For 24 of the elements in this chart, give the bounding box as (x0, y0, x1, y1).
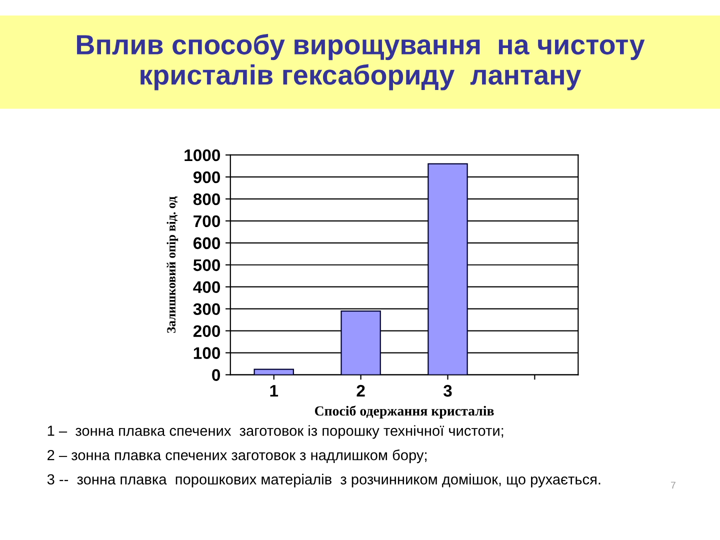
y-tick-label: 600 (193, 237, 220, 250)
y-tick-label: 300 (193, 303, 220, 316)
x-tick-label: 2 (356, 384, 365, 397)
x-axis-title: Спосіб одержання кристалів (314, 406, 494, 418)
bar (428, 163, 468, 375)
text: 2 – зонна плавка спечених заготовок з надлишком бору; (48, 449, 426, 464)
y-tick-label: 0 (212, 369, 220, 381)
y-tick-label: 500 (193, 259, 220, 272)
y-tick-label: 200 (193, 325, 220, 338)
y-tick-label: 800 (193, 193, 220, 206)
x-tick-label: 3 (444, 384, 452, 397)
bar (254, 368, 294, 375)
y-tick-label: 1000 (184, 149, 220, 162)
y-tick-label: 100 (194, 347, 220, 359)
text: 1 – зонна плавка спечених заготовок із порошку технічної чистоти; (48, 425, 504, 439)
y-tick-label: 900 (193, 171, 220, 184)
text: 3 -- зонна плавка порошкових матеріалів з розчинником домішок, що рухається. (47, 474, 600, 488)
x-tick-label: 1 (270, 385, 278, 397)
y-tick-label: 700 (194, 215, 220, 228)
chart-title: Вплив способу вирощування на чистоту кристалів гексабориду лантану (77, 34, 645, 90)
y-tick-label: 400 (193, 281, 220, 294)
bar (340, 310, 381, 375)
y-axis-title: Залишковий опір від. од (166, 196, 178, 333)
text: 7 (670, 482, 676, 489)
